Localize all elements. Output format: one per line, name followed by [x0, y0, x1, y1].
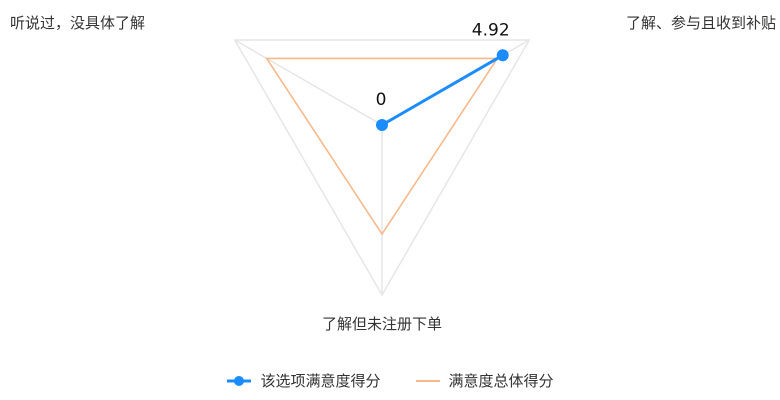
data-label: 0 [376, 90, 387, 110]
axis-label: 了解但未注册下单 [322, 315, 442, 333]
legend-line-dot-icon [227, 375, 252, 386]
axis-label: 听说过，没具体了解 [10, 14, 145, 32]
legend-label-series-1: 满意度总体得分 [448, 372, 554, 390]
radar-series [265, 49, 509, 236]
legend-item-series-0[interactable]: 该选项满意度得分 [226, 370, 381, 391]
data-label: 4.92 [472, 20, 510, 40]
radar-outer-ring [233, 39, 531, 297]
series-point-option-score[interactable] [496, 49, 509, 62]
series-point-option-score[interactable] [376, 119, 388, 131]
series-line-option-score [380, 53, 505, 127]
radar-spoke [234, 39, 383, 126]
legend-item-series-1[interactable]: 满意度总体得分 [415, 370, 554, 391]
series-outline-overall-score [265, 57, 499, 236]
legend-label-series-0: 该选项满意度得分 [260, 372, 381, 390]
chart-legend: 该选项满意度得分 满意度总体得分 [0, 370, 780, 391]
legend-line-icon [415, 379, 440, 382]
axis-label: 了解、参与且收到补贴 [626, 14, 776, 32]
